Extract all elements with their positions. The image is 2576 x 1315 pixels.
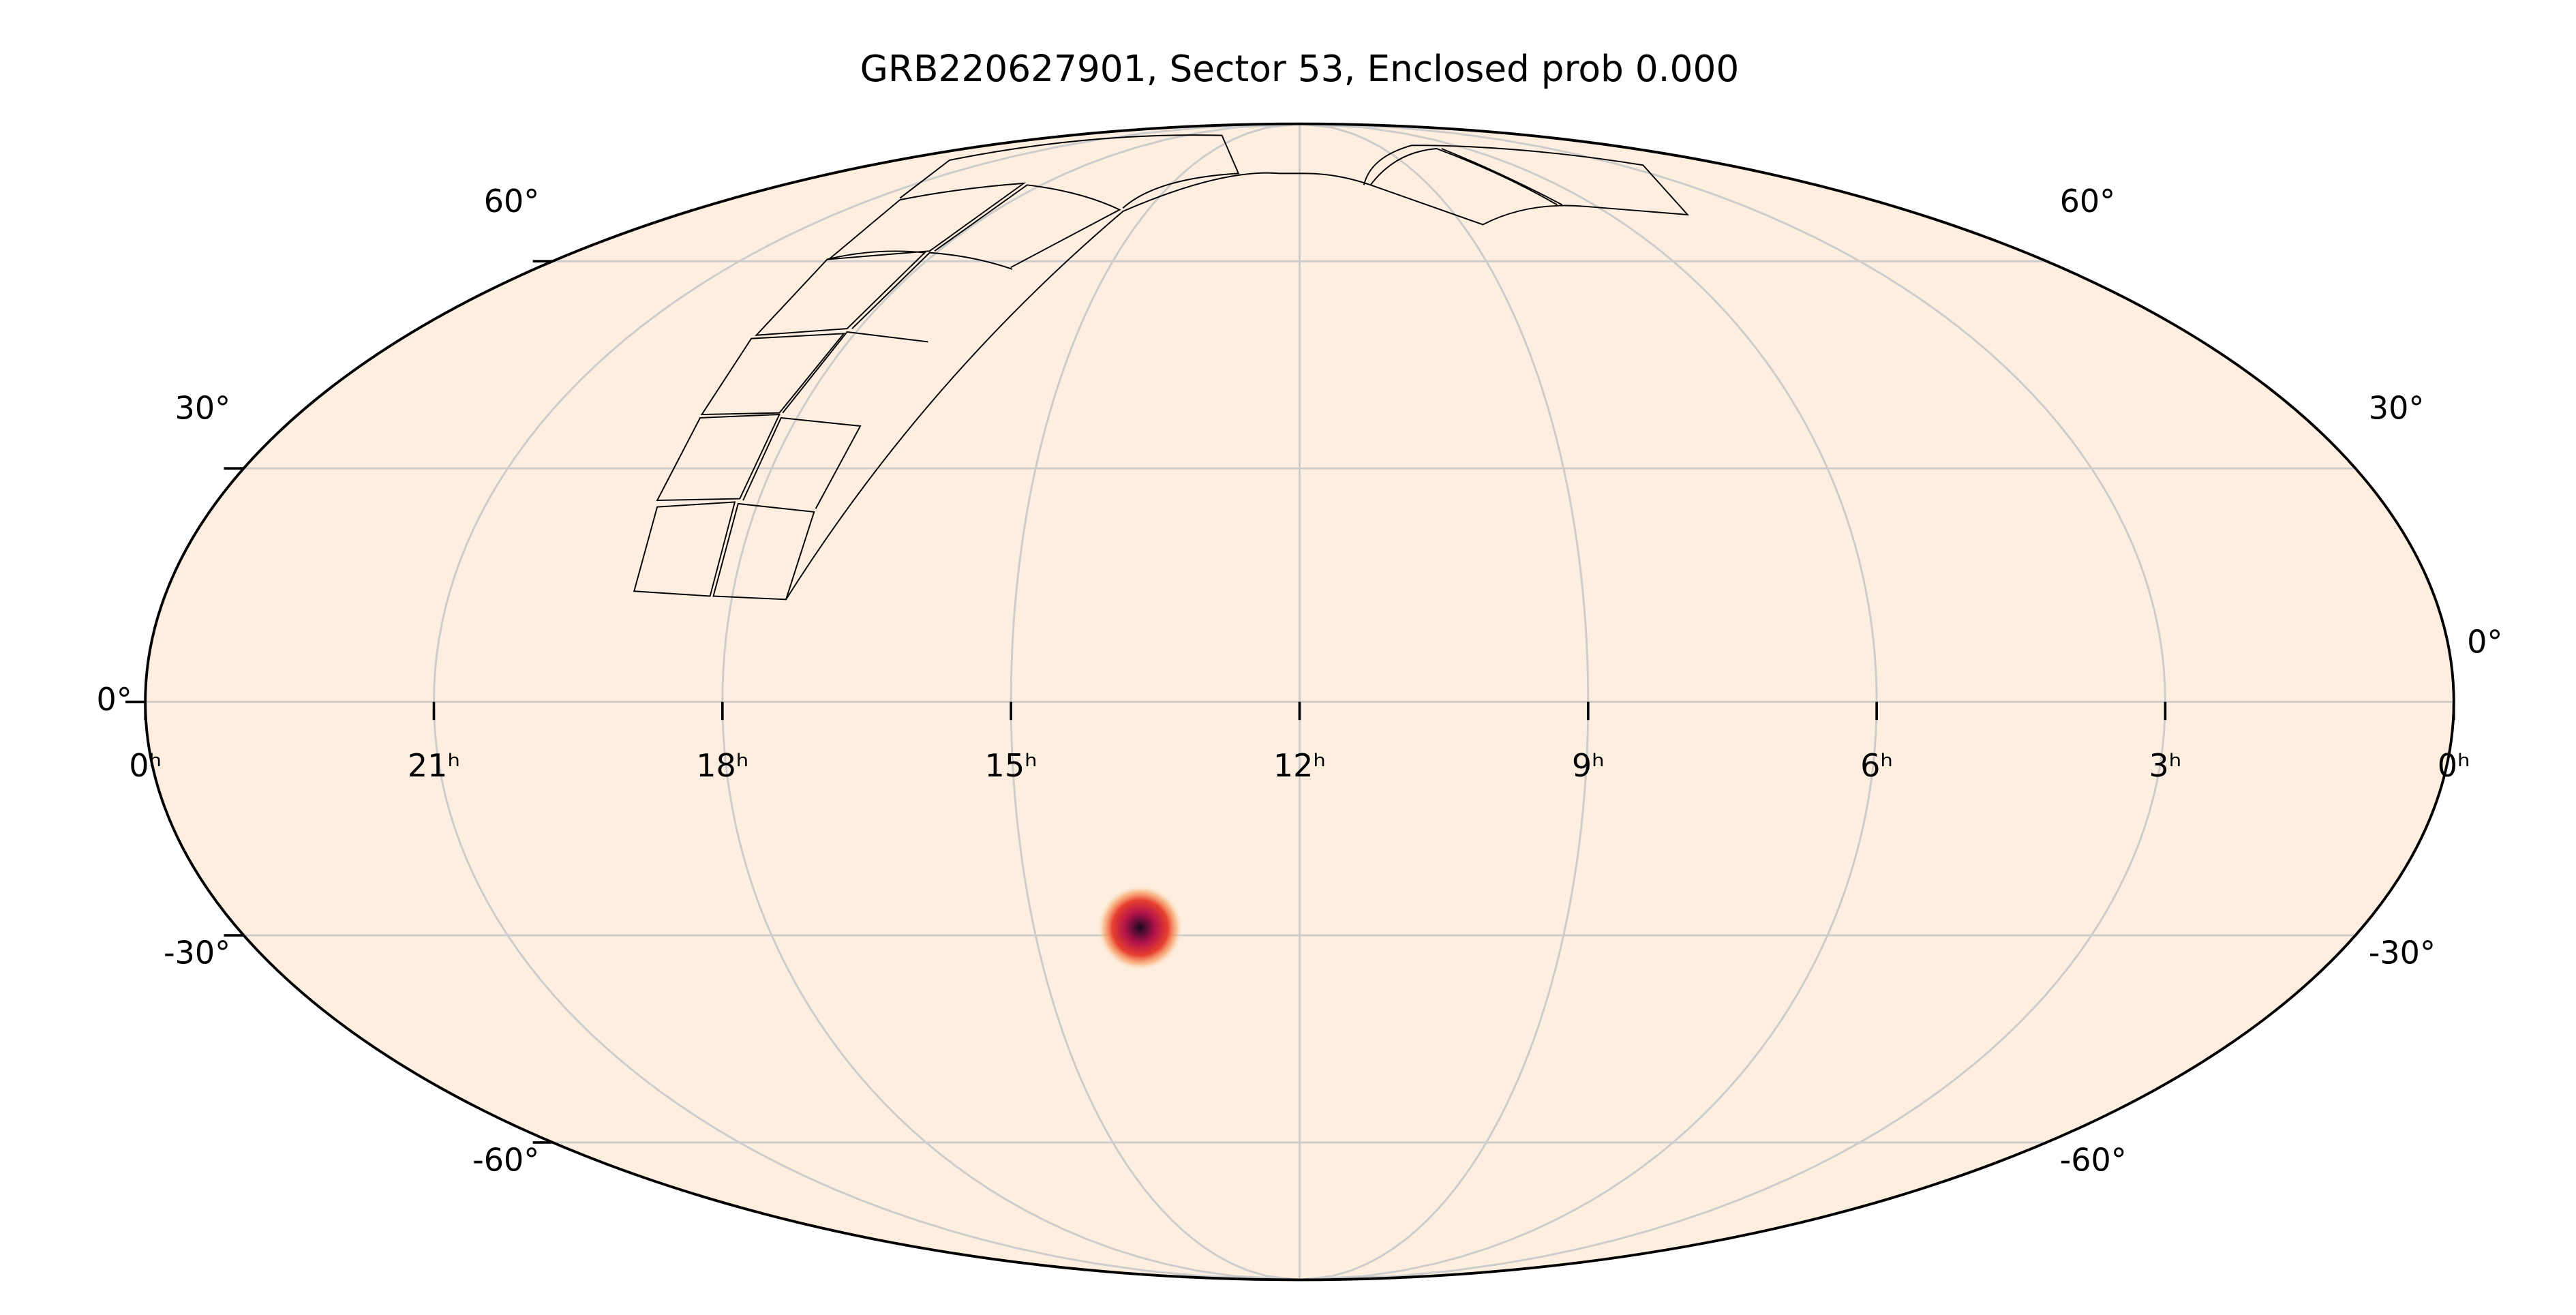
- y-tick-label: 0°: [96, 681, 132, 718]
- y-tick-label: -30°: [164, 935, 230, 971]
- ccd-outline: [1369, 148, 1563, 206]
- x-tick-label: 21ʰ: [408, 747, 460, 784]
- ccd-outline: [827, 182, 1121, 269]
- y-tick-label: 0°: [2467, 623, 2502, 660]
- y-tick-label: 60°: [2060, 183, 2116, 220]
- x-tick-label: 3ʰ: [2149, 747, 2181, 784]
- ccd-outline: [785, 145, 1690, 600]
- x-tick-label: 0ʰ: [2438, 747, 2470, 784]
- ccd-outline: [700, 331, 928, 416]
- y-tick-label: -60°: [472, 1142, 539, 1179]
- x-tick-label: 6ʰ: [1860, 747, 1893, 784]
- y-tick-label: -60°: [2060, 1142, 2127, 1179]
- x-tick-label: 18ʰ: [696, 747, 748, 784]
- source-probability: [1097, 885, 1183, 971]
- ccd-outline: [899, 134, 1240, 209]
- ccd-outline: [633, 501, 815, 601]
- ccd-outline: [755, 250, 1013, 336]
- x-tick-label: 9ʰ: [1572, 747, 1605, 784]
- x-tick-label: 12ʰ: [1273, 747, 1326, 784]
- x-tick-label: 0ʰ: [129, 747, 162, 784]
- y-tick-label: 60°: [484, 183, 540, 220]
- y-tick-label: 30°: [175, 390, 231, 427]
- sector-footprints: [633, 134, 1690, 601]
- y-tick-label: 30°: [2369, 390, 2425, 427]
- ccd-outline: [656, 414, 862, 509]
- chart-title: GRB220627901, Sector 53, Enclosed prob 0…: [860, 48, 1740, 90]
- x-tick-label: 15ʰ: [985, 747, 1037, 784]
- y-tick-label: -30°: [2369, 935, 2436, 971]
